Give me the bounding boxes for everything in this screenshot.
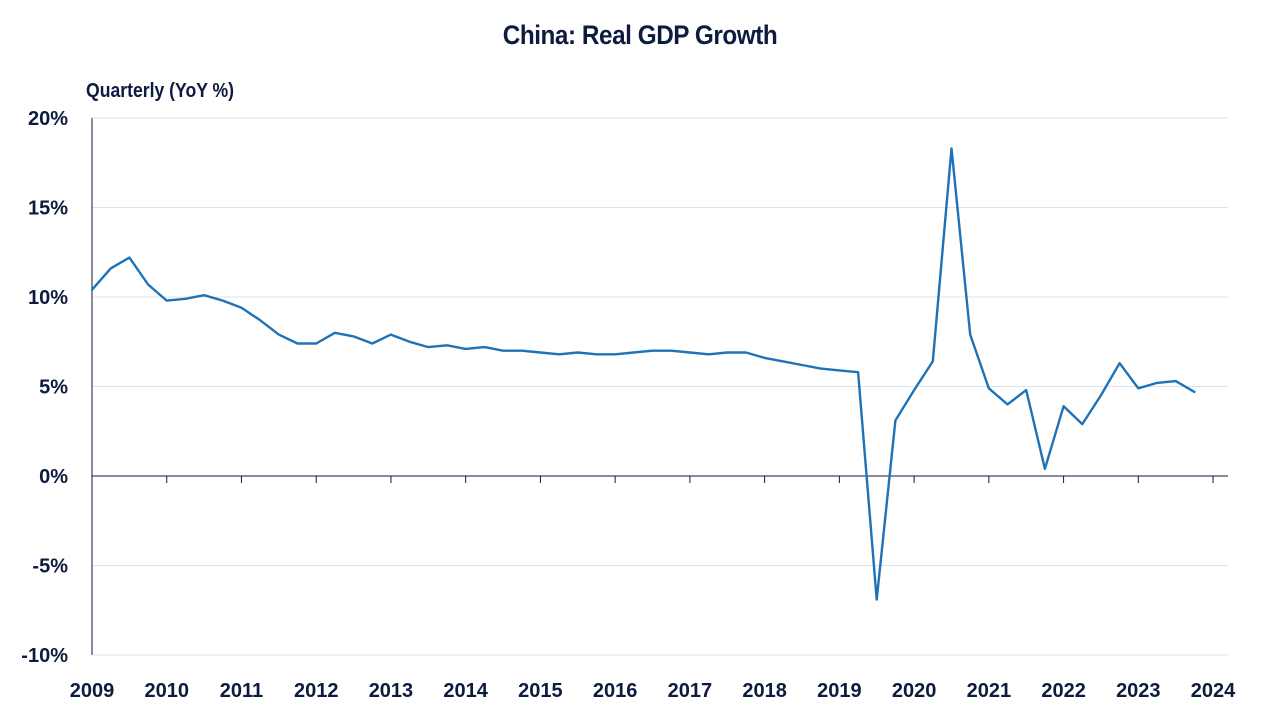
y-axis-label: Quarterly (YoY %) [86,80,235,102]
x-tick-label: 2020 [892,680,937,702]
grid-lines [92,117,1228,656]
y-tick-label: 20% [28,108,68,130]
x-tick-label: 2009 [70,680,115,702]
x-tick-label: 2018 [742,680,787,702]
y-tick-label: 0% [39,466,68,488]
x-tick-label: 2016 [593,680,638,702]
x-tick-label: 2021 [967,680,1012,702]
x-tick-labels: 2009 2010 2011 2012 2013 2014 2015 2016 2017 2018… [70,680,1236,702]
series-line [90,147,1196,601]
x-tick-label: 2023 [1116,680,1161,702]
series-line-layer [90,147,1196,601]
y-tick-label: 15% [28,198,68,220]
y-tick-labels: 20% 15% 10% 5% 0% -5% -10% [21,108,68,667]
x-tick-label: 2014 [443,680,488,702]
x-tick-label: 2022 [1041,680,1086,702]
chart-title: China: Real GDP Growth [502,20,778,50]
y-tick-label: -5% [32,556,68,578]
x-tick-label: 2013 [369,680,414,702]
x-tick-label: 2011 [220,680,263,702]
x-tick-label: 2015 [518,680,563,702]
x-tick-label: 2019 [817,680,862,702]
x-tick-label: 2010 [144,680,189,702]
x-tick-label: 2024 [1191,680,1236,702]
y-tick-label: 5% [39,377,68,399]
x-tick-label: 2017 [668,680,713,702]
y-tick-label: -10% [21,645,68,667]
y-tick-label: 10% [28,287,68,309]
x-tick-label: 2012 [294,680,339,702]
axes [91,118,1228,655]
